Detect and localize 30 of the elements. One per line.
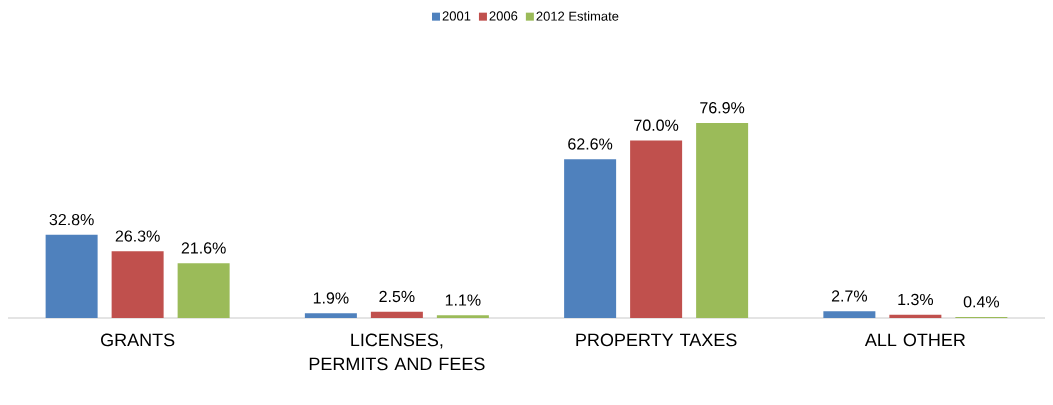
bar xyxy=(177,263,230,318)
bar xyxy=(696,122,749,318)
bar xyxy=(45,234,98,318)
bar xyxy=(370,311,423,318)
bar xyxy=(436,315,489,318)
x-tick-label: PROPERTY TAXES xyxy=(576,333,737,347)
bar xyxy=(889,314,942,318)
data-label: 1.9% xyxy=(313,292,349,304)
bar xyxy=(304,313,357,318)
x-tick-label: LICENSES, PERMITS AND FEES xyxy=(309,333,485,371)
data-label: 1.3% xyxy=(898,293,934,306)
data-label: 76.9% xyxy=(700,102,745,114)
bar xyxy=(630,140,683,318)
legend-label: 2006 xyxy=(489,11,518,21)
data-label: 2.7% xyxy=(831,290,868,302)
bar xyxy=(823,311,876,318)
data-label: 0.4% xyxy=(963,296,1000,308)
legend-label: 2001 xyxy=(442,11,471,21)
data-label: 26.3% xyxy=(115,230,160,242)
bar xyxy=(111,251,164,318)
data-label: 21.6% xyxy=(181,242,226,254)
data-label: 1.1% xyxy=(445,294,481,306)
data-label: 62.6% xyxy=(568,138,613,150)
legend-label: 2012 Estimate xyxy=(536,11,619,21)
data-label: 2.5% xyxy=(379,290,415,303)
x-tick-label: ALL OTHER xyxy=(864,333,966,347)
x-tick-label: GRANTS xyxy=(101,333,175,347)
bar xyxy=(564,159,617,318)
data-label: 32.8% xyxy=(49,213,94,226)
data-label: 70.0% xyxy=(634,119,679,131)
